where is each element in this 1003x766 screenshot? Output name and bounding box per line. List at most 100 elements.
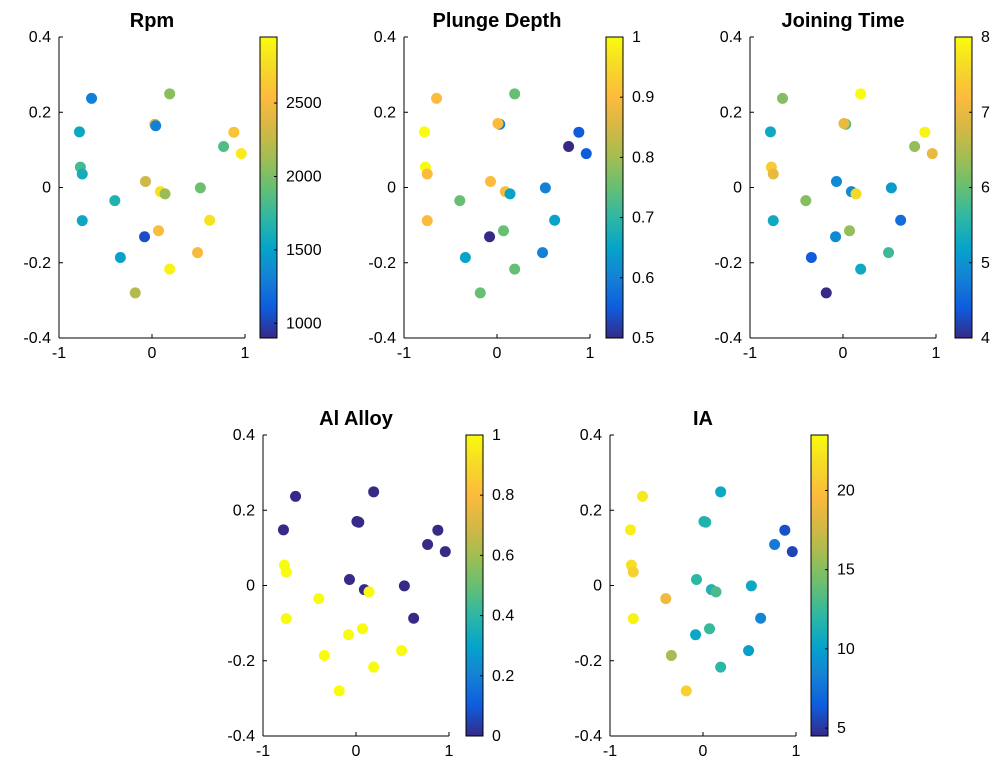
y-tick-label: -0.2 bbox=[574, 653, 602, 670]
colorbar-tick-label: 4 bbox=[981, 330, 990, 347]
scatter-point bbox=[313, 593, 325, 605]
colorbar-frame bbox=[605, 36, 624, 339]
scatter-point bbox=[539, 182, 551, 194]
x-tick-label: -1 bbox=[52, 345, 66, 362]
y-tick-label: 0 bbox=[42, 180, 51, 197]
colorbar-tick-label: 0.8 bbox=[492, 487, 514, 504]
scatter-point bbox=[777, 92, 789, 104]
scatter-point bbox=[745, 580, 757, 592]
chart-panel-1: Plunge Depth -1 0 1 -0.4 -0.2 0 0.2 0.4 0.5 0.6 0.7… bbox=[368, 10, 654, 362]
chart-title: Joining Time bbox=[782, 10, 905, 32]
y-tick-label: 0 bbox=[246, 578, 255, 595]
scatter-point bbox=[779, 524, 791, 536]
scatter-point bbox=[76, 215, 88, 227]
scatter-point bbox=[573, 126, 585, 138]
colorbar-tick-label: 1 bbox=[632, 29, 641, 46]
scatter-point bbox=[710, 586, 722, 598]
scatter-point bbox=[509, 263, 521, 275]
scatter-point bbox=[580, 148, 592, 160]
scatter-point bbox=[743, 645, 755, 657]
scatter-point bbox=[680, 685, 692, 697]
chart-panel-4: IA -1 0 1 -0.4 -0.2 0 0.2 0.4 5 10 15 20 bbox=[574, 408, 854, 760]
scatter-point bbox=[820, 287, 832, 299]
scatter-point bbox=[537, 247, 549, 259]
colorbar-tick-label: 0.9 bbox=[632, 89, 654, 106]
colorbar-tick-label: 20 bbox=[837, 482, 855, 499]
colorbar-tick-label: 10 bbox=[837, 641, 855, 658]
scatter-point bbox=[767, 168, 779, 180]
scatter-point bbox=[73, 126, 85, 138]
scatter-point bbox=[408, 612, 420, 624]
scatter-point bbox=[895, 214, 907, 226]
colorbar bbox=[811, 435, 828, 736]
chart-title: IA bbox=[693, 408, 713, 430]
scatter-point bbox=[484, 175, 496, 187]
x-tick-label: 0 bbox=[352, 743, 361, 760]
y-tick-label: 0.4 bbox=[233, 427, 255, 444]
scatter-point bbox=[228, 126, 240, 138]
scatter-point bbox=[164, 263, 176, 275]
colorbar-tick-label: 6 bbox=[981, 180, 990, 197]
scatter-point bbox=[637, 490, 649, 502]
scatter-point bbox=[396, 645, 408, 657]
x-tick-label: 0 bbox=[839, 345, 848, 362]
y-tick-label: -0.4 bbox=[368, 330, 396, 347]
y-tick-label: 0.4 bbox=[580, 427, 602, 444]
y-tick-label: 0.4 bbox=[29, 29, 51, 46]
scatter-point bbox=[698, 516, 710, 528]
x-tick-label: 0 bbox=[148, 345, 157, 362]
scatter-point bbox=[755, 612, 767, 624]
y-tick-label: -0.2 bbox=[714, 255, 742, 272]
y-tick-label: 0.2 bbox=[233, 502, 255, 519]
scatter-point bbox=[563, 140, 575, 152]
colorbar bbox=[606, 37, 623, 338]
colorbar-tick-label: 7 bbox=[981, 104, 990, 121]
x-tick-label: 1 bbox=[586, 345, 595, 362]
scatter-point bbox=[398, 580, 410, 592]
colorbar bbox=[955, 37, 972, 338]
colorbar-tick-label: 5 bbox=[981, 255, 990, 272]
scatter-point bbox=[786, 546, 798, 558]
scatter-point bbox=[343, 629, 355, 641]
scatter-point bbox=[192, 247, 204, 259]
scatter-point bbox=[333, 685, 345, 697]
colorbar-tick-label: 0.2 bbox=[492, 668, 514, 685]
scatter-point bbox=[357, 623, 369, 635]
y-tick-label: 0 bbox=[387, 180, 396, 197]
scatter-point bbox=[235, 148, 247, 160]
scatter-point bbox=[830, 175, 842, 187]
scatter-point bbox=[509, 88, 521, 100]
x-tick-label: 1 bbox=[241, 345, 250, 362]
colorbar-tick-label: 5 bbox=[837, 720, 846, 737]
scatter-point bbox=[627, 566, 639, 578]
x-tick-label: 0 bbox=[493, 345, 502, 362]
y-tick-label: 0.4 bbox=[374, 29, 396, 46]
y-tick-label: 0.2 bbox=[720, 104, 742, 121]
y-tick-label: 0 bbox=[733, 180, 742, 197]
scatter-point bbox=[484, 231, 496, 243]
x-tick-label: -1 bbox=[603, 743, 617, 760]
scatter-point bbox=[153, 225, 165, 237]
scatter-point bbox=[431, 92, 443, 104]
colorbar-tick-label: 2500 bbox=[286, 95, 322, 112]
colorbar-tick-label: 1500 bbox=[286, 242, 322, 259]
x-tick-label: -1 bbox=[397, 345, 411, 362]
x-tick-label: -1 bbox=[256, 743, 270, 760]
y-tick-label: 0.2 bbox=[29, 104, 51, 121]
scatter-point bbox=[150, 120, 162, 132]
y-tick-label: 0.4 bbox=[720, 29, 742, 46]
scatter-point bbox=[277, 524, 289, 536]
colorbar-tick-label: 0.5 bbox=[632, 330, 654, 347]
scatter-point bbox=[549, 214, 561, 226]
y-tick-label: -0.2 bbox=[368, 255, 396, 272]
scatter-point bbox=[368, 661, 380, 673]
colorbar-tick-label: 1 bbox=[492, 427, 501, 444]
y-tick-label: -0.4 bbox=[714, 330, 742, 347]
scatter-point bbox=[474, 287, 486, 299]
colorbar-tick-label: 0.8 bbox=[632, 149, 654, 166]
colorbar-tick-label: 8 bbox=[981, 29, 990, 46]
scatter-point bbox=[504, 188, 516, 200]
scatter-point bbox=[439, 546, 451, 558]
y-tick-label: -0.4 bbox=[23, 330, 51, 347]
